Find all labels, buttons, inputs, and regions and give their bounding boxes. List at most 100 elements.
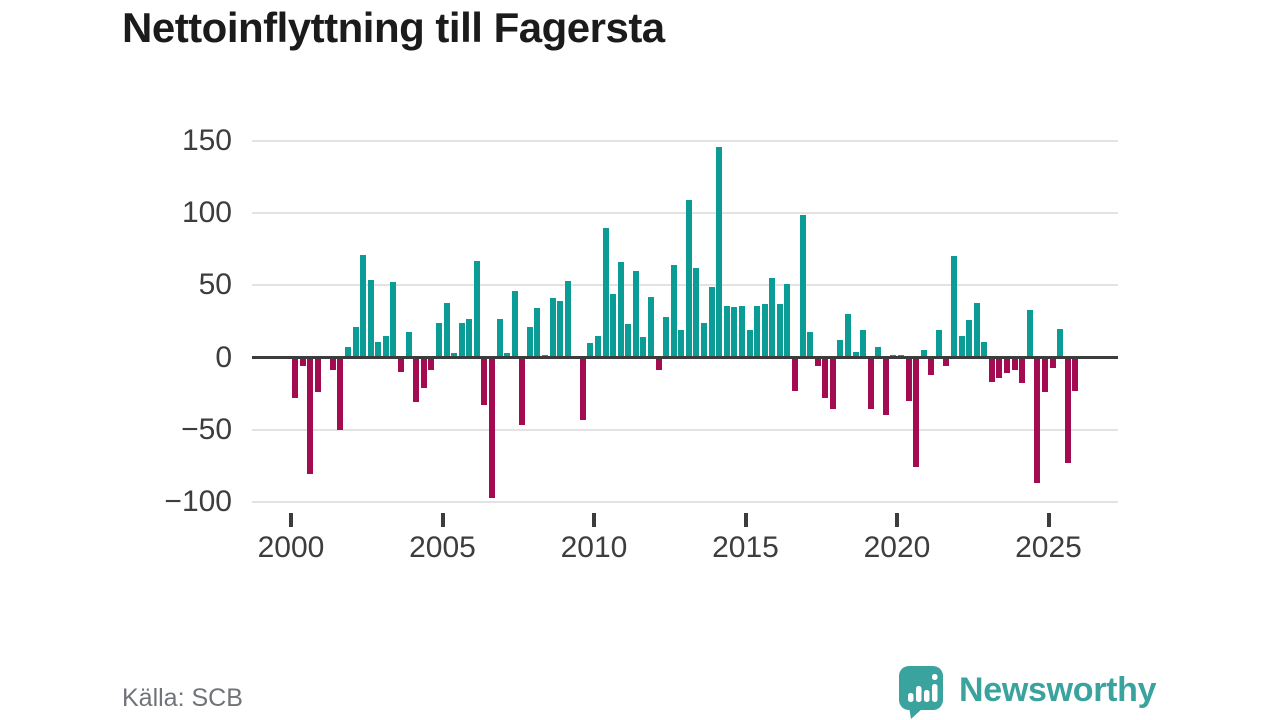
x-axis-tick-mark: [743, 513, 748, 527]
y-axis-tick-label: −50: [181, 412, 232, 446]
y-axis-tick-label: 0: [215, 340, 232, 374]
bar: [413, 357, 420, 403]
bar-chart-speech-bubble-icon: [899, 666, 943, 719]
bar: [625, 324, 632, 358]
bar: [1019, 357, 1026, 384]
zero-axis-line: [252, 356, 1118, 359]
bar: [663, 317, 670, 358]
bar: [1049, 357, 1056, 368]
gridline: [252, 284, 1118, 287]
bar: [655, 357, 662, 371]
x-axis-tick-label: 2000: [257, 531, 325, 564]
bar: [951, 256, 958, 358]
bar: [352, 327, 359, 358]
bar: [587, 343, 594, 358]
bar: [610, 293, 617, 358]
bar: [761, 304, 768, 358]
bar: [451, 353, 458, 358]
bar: [602, 227, 609, 358]
bar: [648, 296, 655, 358]
bar: [1004, 357, 1011, 374]
x-axis-tick-label: 2010: [560, 531, 628, 564]
bar: [807, 331, 814, 358]
bar: [398, 357, 405, 372]
bar: [1026, 309, 1033, 358]
page-title: Nettoinflyttning till Fagersta: [122, 4, 665, 51]
bar: [382, 335, 389, 358]
y-axis-tick-label: 100: [181, 196, 232, 230]
bar: [420, 357, 427, 388]
x-axis-tick-mark: [592, 513, 596, 527]
bar: [799, 214, 806, 358]
bar: [526, 327, 533, 358]
bar: [640, 337, 647, 358]
y-axis-tick-label: −100: [164, 484, 232, 518]
x-axis-tick-mark: [1046, 513, 1051, 527]
gridline: [252, 500, 1118, 503]
bar: [837, 340, 844, 358]
x-axis-tick-label: 2015: [712, 531, 779, 564]
bar: [966, 319, 973, 358]
x-axis-tick-mark: [895, 513, 899, 527]
bar: [549, 298, 556, 358]
bar: [988, 357, 995, 383]
bar: [875, 347, 882, 358]
bar: [504, 353, 511, 358]
bar: [973, 302, 980, 358]
bar: [670, 265, 677, 358]
bar: [1034, 357, 1041, 484]
gridline: [252, 428, 1118, 431]
bar: [935, 330, 942, 358]
bar: [292, 357, 298, 398]
bar: [678, 330, 685, 358]
bar: [867, 357, 874, 410]
newsworthy-logo[interactable]: Newsworthy: [897, 664, 1157, 720]
bar: [708, 286, 715, 358]
bar: [617, 262, 624, 358]
bar: [458, 322, 465, 358]
bar: [852, 351, 859, 358]
bar: [1041, 357, 1048, 393]
bar: [632, 270, 639, 358]
y-axis-tick-label: 150: [181, 123, 232, 157]
bar: [1057, 328, 1064, 358]
bar: [981, 341, 988, 358]
bar: [996, 357, 1003, 378]
bar: [579, 357, 586, 420]
bar: [958, 335, 965, 358]
bar: [928, 357, 935, 375]
bar: [375, 341, 382, 358]
bar: [534, 308, 541, 358]
bar: [443, 302, 450, 358]
x-axis-tick-mark: [289, 513, 293, 527]
bar: [367, 279, 374, 358]
bar: [693, 267, 700, 358]
bar: [731, 306, 738, 358]
bar: [360, 254, 367, 358]
bar: [791, 357, 798, 391]
bar: [822, 357, 829, 398]
bar: [920, 350, 927, 358]
bar: [716, 146, 723, 358]
bar: [435, 322, 442, 358]
brand-name: Newsworthy: [959, 671, 1157, 709]
bar: [943, 357, 950, 367]
y-axis-tick-label: 50: [198, 268, 232, 302]
bar: [314, 357, 321, 393]
bar: [701, 322, 708, 358]
gridline: [252, 212, 1118, 215]
bar: [882, 357, 889, 416]
bar: [844, 314, 851, 358]
bar: [390, 282, 397, 358]
bar: [405, 331, 412, 358]
bar: [814, 357, 821, 367]
bar: [337, 357, 344, 430]
bar: [519, 357, 526, 426]
bar: [557, 301, 564, 358]
bar: [1072, 357, 1079, 391]
bar: [776, 304, 783, 358]
gridline: [252, 139, 1118, 142]
bar: [685, 200, 692, 358]
